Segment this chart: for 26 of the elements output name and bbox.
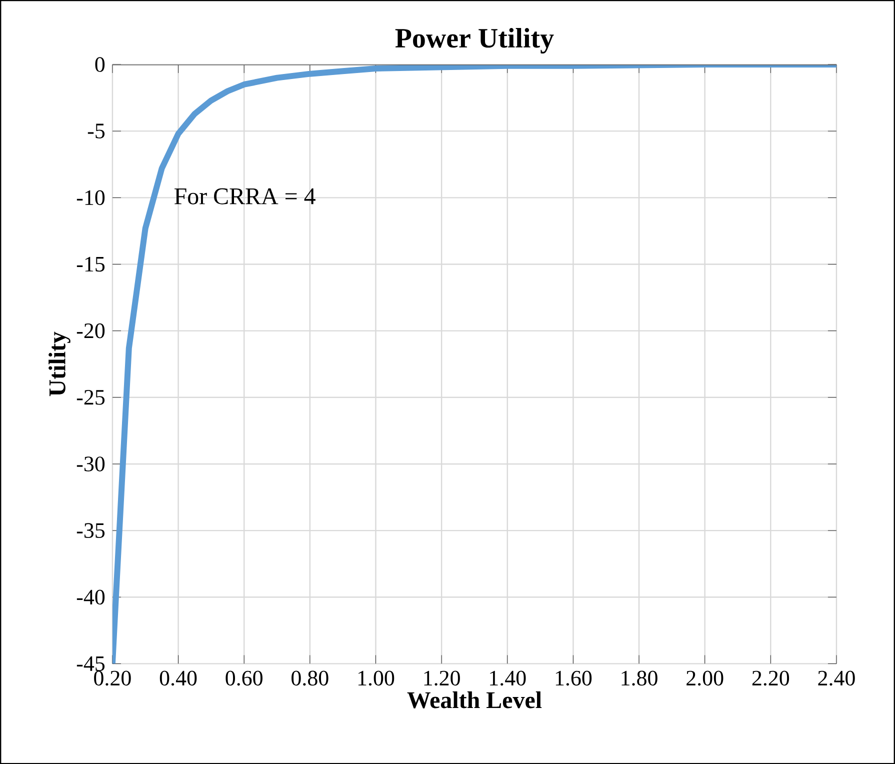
y-tick-label: -10: [76, 190, 105, 206]
y-tick-label: -20: [76, 323, 105, 338]
x-tick-label: 1.20: [424, 670, 460, 686]
x-tick-label: 0.60: [226, 670, 262, 686]
x-tick-label: 1.80: [622, 670, 658, 686]
x-axis-title: Wealth Level: [407, 691, 542, 708]
annotation: For CRRA = 4: [174, 188, 316, 204]
x-tick-label: 1.40: [490, 670, 526, 686]
y-tick-label: -15: [76, 256, 105, 272]
x-tick-label: 1.00: [358, 670, 394, 686]
x-tick-label: 2.20: [752, 670, 790, 686]
y-tick-label: -45: [76, 656, 105, 671]
y-tick-label: -30: [76, 456, 105, 472]
y-tick-label: -40: [76, 590, 105, 604]
x-tick-label: 0.20: [94, 670, 131, 686]
y-tick-label: 0: [95, 57, 105, 72]
x-tick-label: 2.40: [818, 670, 855, 686]
x-tick-label: 2.00: [686, 670, 724, 686]
y-tick-label: -25: [76, 390, 105, 405]
x-tick-label: 0.40: [160, 670, 197, 686]
y-tick-label: -5: [88, 124, 105, 138]
y-axis-title: Utility: [48, 332, 70, 396]
x-tick-label: 0.80: [292, 670, 328, 686]
y-tick-label: -35: [76, 523, 105, 538]
x-tick-label: 1.60: [556, 670, 592, 686]
chart-title: Power Utility: [395, 28, 554, 54]
